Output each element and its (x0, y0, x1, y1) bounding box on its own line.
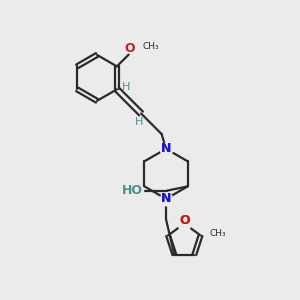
Text: O: O (180, 214, 190, 227)
Text: O: O (180, 214, 190, 227)
Text: H: H (122, 82, 130, 92)
Text: O: O (125, 42, 136, 55)
Text: CH₃: CH₃ (142, 42, 159, 51)
Text: H: H (134, 117, 143, 127)
Text: N: N (161, 192, 171, 206)
Text: HO: HO (122, 184, 143, 197)
Text: N: N (161, 142, 171, 155)
Text: N: N (161, 192, 171, 206)
Text: N: N (161, 142, 171, 155)
Text: CH₃: CH₃ (210, 230, 226, 238)
